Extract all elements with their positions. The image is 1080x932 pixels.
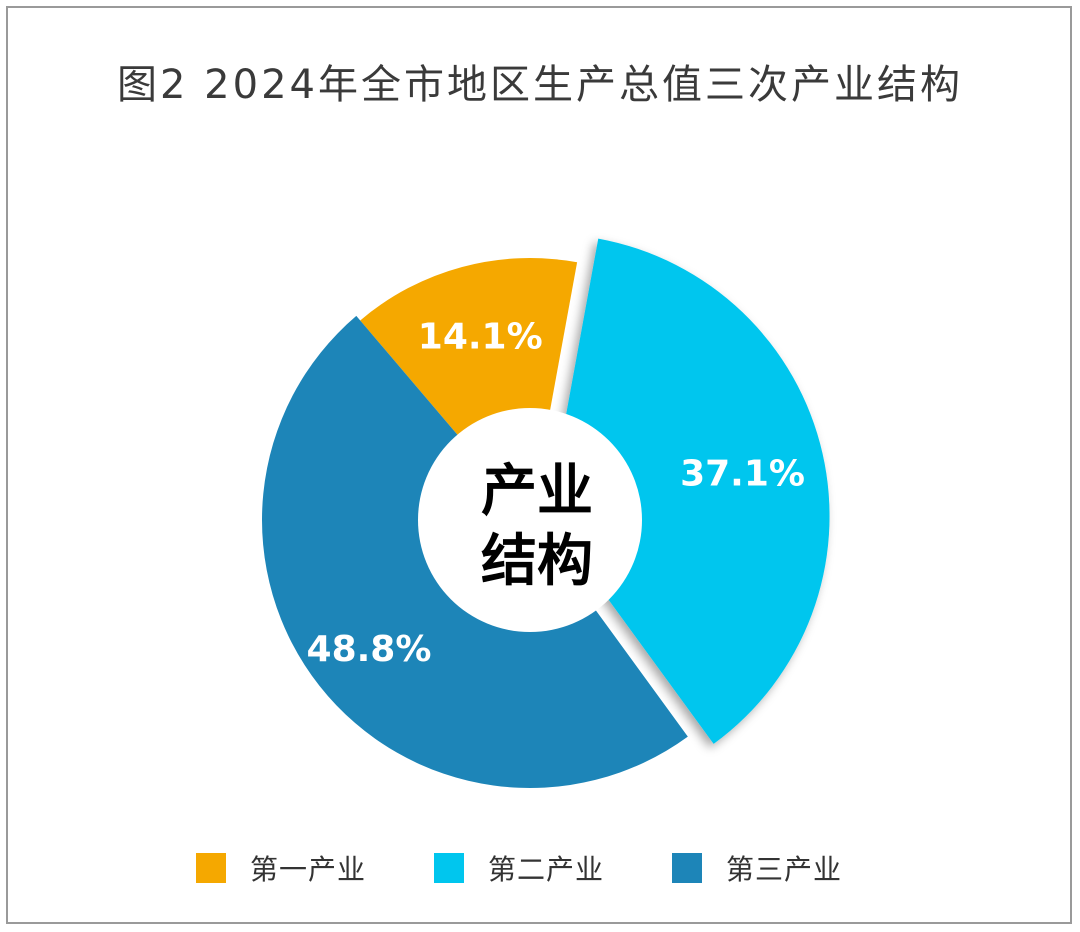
legend-label-3: 第三产业 [726,853,843,886]
legend-label-2: 第二产业 [488,853,605,886]
slice-value-label-1: 14.1% [418,317,543,358]
slice-value-label-3: 48.8% [307,629,432,670]
donut-chart: 14.1% 48.8% 37.1% 产业 结构 [261,238,830,789]
legend-item-3: 第三产业 [672,848,842,888]
legend-swatch-2 [434,853,464,883]
slice-2 [547,238,830,744]
donut-hole [418,408,642,632]
chart-legend: 第一产业 第二产业 第三产业 [0,848,1080,888]
chart-title: 图2 2024年全市地区生产总值三次产业结构 [117,62,963,108]
slice-value-label-2: 37.1% [680,453,805,494]
center-label-line1: 产业 [481,459,593,524]
legend-swatch-1 [196,853,226,883]
legend-item-2: 第二产业 [434,848,604,888]
legend-label-1: 第一产业 [250,853,367,886]
legend-swatch-3 [672,853,702,883]
legend-item-1: 第一产业 [196,848,366,888]
center-label-line2: 结构 [481,529,593,594]
